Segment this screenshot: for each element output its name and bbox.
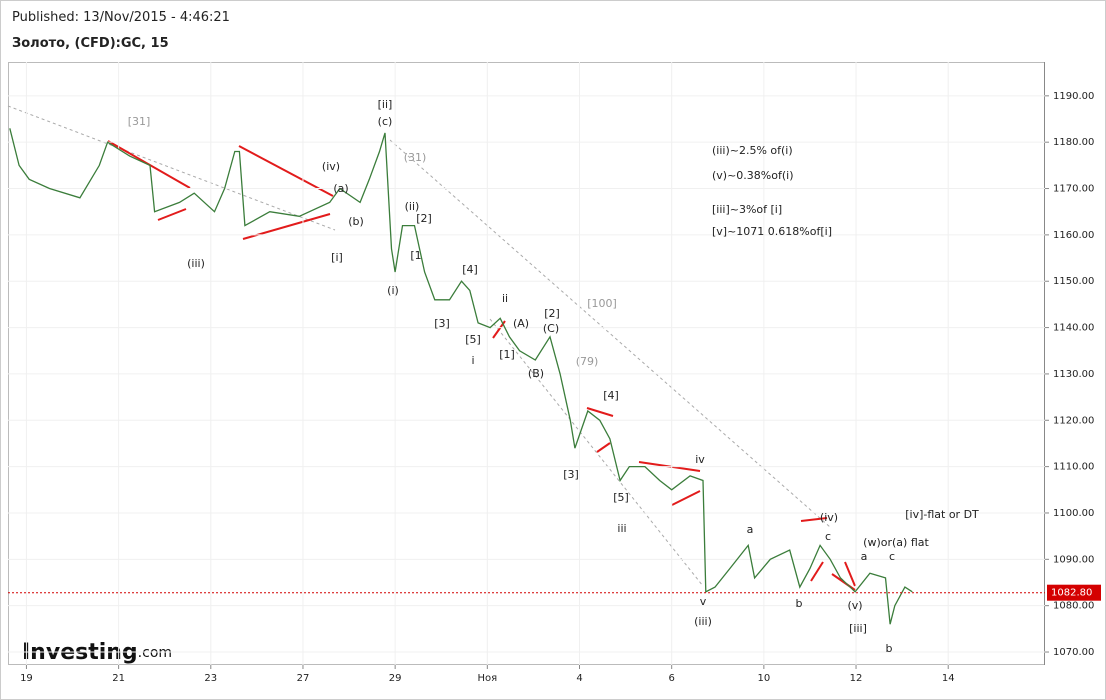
wave-label: i (471, 354, 474, 367)
wave-label: [1] (499, 348, 515, 361)
wave-label: [i] (331, 251, 343, 264)
y-tick-label: 1170.00 (1053, 184, 1094, 195)
wave-label: (v) (847, 599, 862, 612)
note: [iii]~3%of [i] (712, 203, 782, 216)
x-tick-label: 4 (576, 673, 582, 684)
wave-label: (ii) (405, 200, 420, 213)
wave-line (586, 407, 614, 417)
x-tick-label: 29 (389, 673, 402, 684)
wave-label: [4] (603, 389, 619, 402)
wave-label: (c) (378, 115, 393, 128)
wave-line (596, 442, 611, 453)
wave-label: (i) (387, 284, 399, 297)
wave-label: [1 (410, 249, 421, 262)
note: (iii)~2.5% of(i) (712, 144, 793, 157)
instrument: Золото, (CFD):GC, 15 (12, 36, 169, 51)
trendline (389, 139, 831, 528)
wave-label: [iv]-flat or DT (905, 508, 979, 521)
wave-label: (iii) (694, 615, 712, 628)
wave-label: (iv) (322, 160, 340, 173)
wave-label: (31) (404, 151, 427, 164)
current-price-box (1047, 584, 1101, 601)
wave-label: b (796, 597, 803, 610)
wave-label: ii (502, 292, 508, 305)
x-tick-label: 27 (297, 673, 310, 684)
y-tick-label: 1070.00 (1053, 647, 1094, 658)
y-tick-label: 1090.00 (1053, 554, 1094, 565)
wave-lines (107, 140, 856, 591)
plot-border (8, 62, 1045, 665)
wave-label: c (889, 550, 895, 563)
current-price-label: 1082.80 (1051, 588, 1092, 599)
trendline (7, 105, 336, 231)
wave-label: (w)or(a) flat (863, 536, 929, 549)
y-tick-label: 1100.00 (1053, 508, 1094, 519)
y-tick-label: 1160.00 (1053, 230, 1094, 241)
wave-label: b (886, 642, 893, 655)
y-tick-label: 1140.00 (1053, 323, 1094, 334)
x-tick-label: 19 (20, 673, 33, 684)
x-tick-label: 12 (850, 673, 863, 684)
wave-label: [5] (613, 491, 629, 504)
note: (v)~0.38%of(i) (712, 169, 794, 182)
wave-line (844, 561, 856, 587)
wave-line (810, 561, 824, 582)
wave-line (157, 208, 187, 221)
trendlines (7, 105, 831, 587)
wave-label: a (747, 523, 754, 536)
wave-label: [iii] (849, 622, 867, 635)
wave-label: [3] (563, 468, 579, 481)
y-tick-label: 1190.00 (1053, 91, 1094, 102)
x-tick-label: Ноя (477, 673, 497, 684)
wave-label: [3] (434, 317, 450, 330)
wave-label: (b) (348, 215, 364, 228)
wave-label: (a) (333, 182, 348, 195)
wave-label: v (700, 595, 707, 608)
wave-label: (iv) (820, 511, 838, 524)
wave-label: [2] (544, 307, 560, 320)
logo-suffix: .com (138, 645, 172, 661)
wave-label: [ii] (378, 98, 393, 111)
y-tick-label: 1130.00 (1053, 369, 1094, 380)
wave-line (238, 145, 334, 197)
wave-label: (A) (513, 317, 529, 330)
wave-label: [2] (416, 212, 432, 225)
wave-label: [100] (587, 297, 617, 310)
wave-label: [31] (128, 115, 151, 128)
y-tick-label: 1150.00 (1053, 276, 1094, 287)
wave-label: a (861, 550, 868, 563)
x-tick-label: 21 (112, 673, 125, 684)
wave-label: iv (695, 453, 705, 466)
wave-line (800, 517, 828, 522)
y-tick-label: 1110.00 (1053, 462, 1094, 473)
wave-line (671, 490, 701, 506)
y-tick-label: 1180.00 (1053, 137, 1094, 148)
wave-label: c (825, 530, 831, 543)
y-tick-label: 1080.00 (1053, 601, 1094, 612)
x-tick-label: 23 (204, 673, 217, 684)
wave-label: [4] (462, 263, 478, 276)
x-tick-label: 14 (942, 673, 955, 684)
note: [v]~1071 0.618%of[i] (712, 225, 832, 238)
wave-label: (C) (543, 322, 559, 335)
published: Published: 13/Nov/2015 - 4:46:21 (12, 10, 230, 25)
price-line (9, 128, 913, 625)
wave-label: [5] (465, 333, 481, 346)
y-tick-label: 1120.00 (1053, 415, 1094, 426)
wave-label: iii (617, 522, 626, 535)
wave-label: (79) (576, 355, 599, 368)
x-tick-label: 6 (668, 673, 674, 684)
x-tick-label: 10 (757, 673, 770, 684)
trendline (489, 318, 704, 587)
wave-label: (iii) (187, 257, 205, 270)
wave-label: (B) (528, 367, 544, 380)
